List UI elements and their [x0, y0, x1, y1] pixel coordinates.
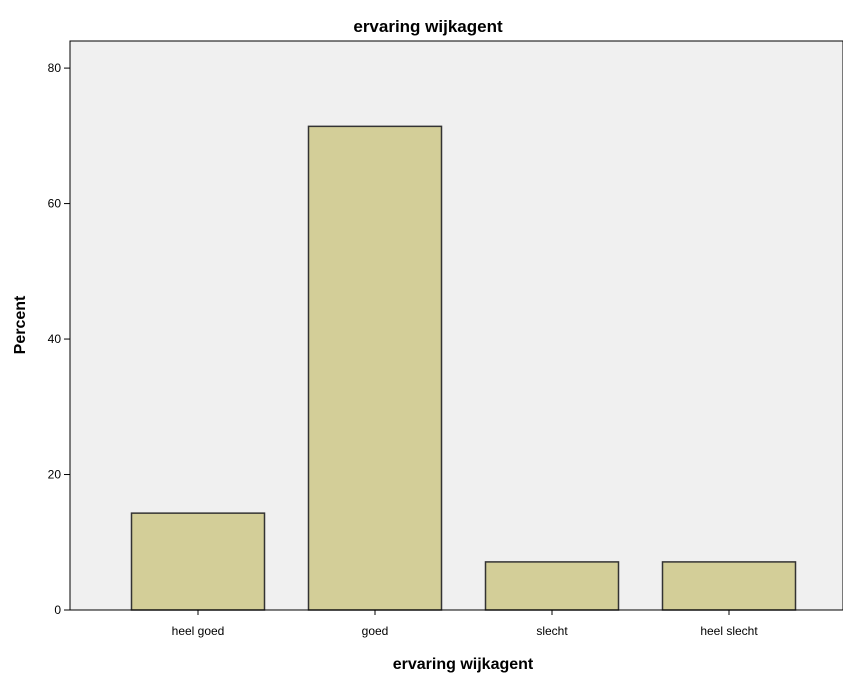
x-tick-label: slecht — [536, 624, 568, 638]
y-tick-label: 80 — [48, 61, 62, 75]
bar-heel-goed — [130, 512, 266, 611]
bar-slecht — [484, 561, 620, 611]
x-tick-label: heel goed — [172, 624, 225, 638]
bar-goed — [307, 125, 443, 611]
x-axis-label: ervaring wijkagent — [393, 656, 534, 673]
y-tick-label: 60 — [48, 197, 62, 211]
x-tick-label: goed — [362, 624, 389, 638]
x-tick-label: heel slecht — [700, 624, 758, 638]
y-axis-ticks: 0 20 40 60 80 — [48, 61, 70, 617]
y-axis-label: Percent — [12, 295, 29, 354]
x-axis-ticks: heel goed goed slecht heel slecht — [172, 610, 758, 638]
y-tick-label: 0 — [54, 603, 61, 617]
bar-heel-slecht — [661, 561, 797, 611]
y-tick-label: 40 — [48, 332, 62, 346]
chart-title: ervaring wijkagent — [353, 17, 503, 36]
y-tick-label: 20 — [48, 468, 62, 482]
